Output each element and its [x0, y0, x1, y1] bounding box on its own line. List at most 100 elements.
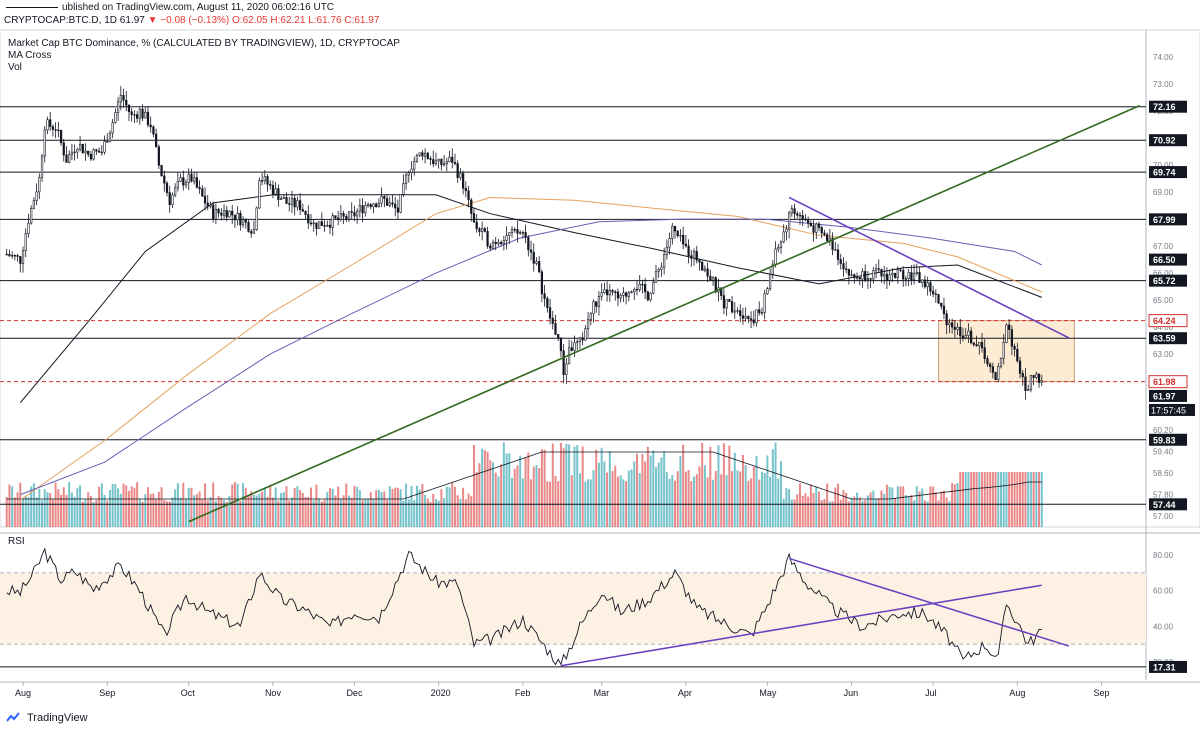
candle-body [1032, 375, 1035, 378]
volume-bar [239, 500, 242, 527]
study-title[interactable]: Market Cap BTC Dominance, % (CALCULATED … [8, 38, 400, 49]
moving-average-line-3 [20, 218, 1043, 496]
candle-body [125, 99, 128, 106]
volume-bar [638, 473, 641, 527]
volume-bar [801, 495, 804, 527]
volume-bar [49, 493, 52, 527]
candle-body [826, 234, 829, 241]
candle-body [991, 366, 994, 373]
price-tick-label: 73.00 [1153, 80, 1174, 89]
candle-body [866, 278, 870, 281]
banner-rule [6, 7, 58, 8]
volume-bar [247, 495, 250, 527]
candle-body [548, 307, 552, 319]
interval: 1D [104, 15, 118, 26]
volume-bar [902, 486, 905, 527]
candle-body [103, 141, 106, 153]
volume-bar [562, 448, 565, 527]
candle-body [483, 228, 486, 232]
candle-body [728, 299, 731, 302]
volume-bar [967, 472, 970, 527]
ma-cross-legend[interactable]: MA Cross [8, 50, 52, 61]
candle-body [554, 323, 557, 335]
candle-body [456, 163, 459, 178]
volume-bar [323, 499, 326, 527]
candle-body [904, 278, 908, 280]
candle-body [880, 269, 883, 277]
volume-bar [467, 493, 470, 527]
candle-body [597, 296, 601, 307]
candle-body [133, 114, 136, 116]
candle-body [997, 366, 1000, 381]
volume-bar [418, 489, 421, 527]
volume-bar [812, 493, 815, 527]
candle-body [184, 182, 188, 186]
candle-body [380, 196, 383, 204]
candle-body [646, 291, 649, 301]
candle-body [910, 272, 913, 281]
price-tick-label: 63.00 [1153, 350, 1174, 359]
price-tick-label: 74.00 [1153, 53, 1174, 62]
candle-body [978, 342, 981, 347]
volume-bar [369, 492, 372, 527]
volume-bar [907, 496, 910, 527]
candle-body [87, 150, 90, 155]
candle-body [953, 326, 956, 330]
volume-bar [1024, 472, 1027, 527]
candle-body [858, 277, 861, 280]
volume-bar [198, 491, 201, 527]
candle-body [472, 213, 476, 223]
candle-body [448, 156, 451, 162]
volume-bar [956, 483, 959, 527]
candle-body [388, 202, 391, 206]
volume-bar [429, 501, 432, 527]
candle-body [592, 301, 595, 314]
candle-body [486, 231, 489, 247]
price-level-label: 61.97 [1153, 391, 1176, 401]
candle-body [502, 240, 505, 245]
candle-body [165, 182, 169, 193]
volume-bar [81, 501, 84, 527]
candle-body [225, 210, 228, 218]
candle-body [464, 188, 467, 192]
candle-body [290, 197, 294, 205]
candle-body [899, 269, 902, 271]
candle-body [888, 274, 891, 281]
candle-body [703, 268, 707, 271]
volume-bar [527, 452, 530, 527]
volume-bar [318, 498, 321, 527]
candle-body [318, 221, 321, 229]
volume-bar [320, 501, 323, 527]
volume-bar [989, 472, 992, 527]
volume-bar [861, 500, 864, 527]
volume-bar [978, 472, 981, 527]
candle-body [236, 212, 239, 221]
volume-bar [616, 476, 619, 527]
volume-bar [511, 477, 514, 527]
candle-body [850, 274, 853, 276]
candle-body [353, 212, 356, 217]
candle-body [59, 129, 63, 144]
volume-bar [619, 475, 622, 527]
volume-bar [475, 471, 478, 527]
candle-body [1024, 376, 1027, 391]
candle-body [722, 295, 726, 309]
candle-body [111, 122, 114, 134]
candle-body [513, 229, 516, 231]
candle-body [918, 272, 921, 283]
candle-body [266, 176, 269, 185]
volume-bar [540, 449, 543, 527]
volume-legend[interactable]: Vol [8, 62, 22, 73]
volume-bar [739, 471, 742, 527]
rsi-legend[interactable]: RSI [8, 536, 25, 547]
volume-bar [693, 476, 696, 527]
candle-body [334, 215, 337, 219]
candle-body [877, 268, 880, 270]
candle-body [220, 212, 223, 216]
volume-bar [89, 496, 92, 527]
volume-bar [763, 472, 766, 527]
volume-bar [304, 497, 307, 527]
candle-body [937, 294, 940, 304]
candle-body [1005, 324, 1008, 343]
